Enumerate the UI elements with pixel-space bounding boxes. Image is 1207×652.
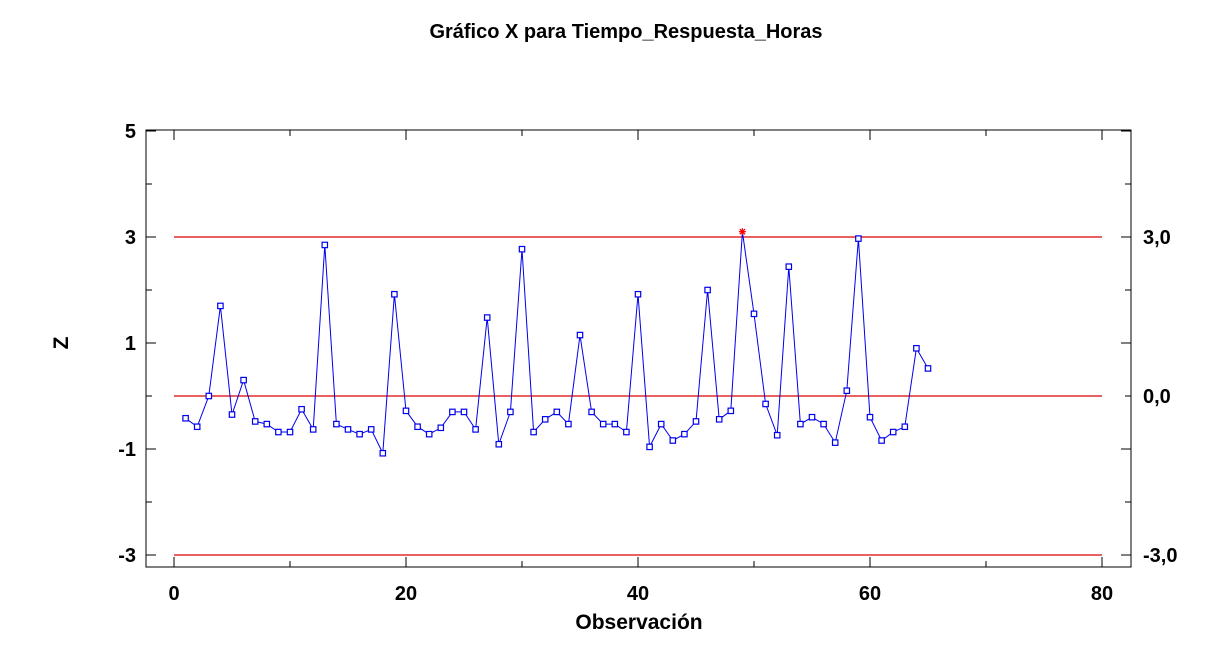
data-point [518,245,526,253]
star-stroke [739,228,746,235]
data-point [901,423,909,431]
data-point [286,428,294,436]
data-point [866,413,874,421]
data-point [797,420,804,428]
x-tick-label: 0 [168,583,179,605]
data-point [193,423,201,431]
data-point [460,408,468,416]
data-point [356,430,363,438]
data-point [437,424,445,432]
limit-label: 0,0 [1143,386,1171,408]
data-point [889,428,897,436]
data-point [669,437,677,444]
x-tick-label: 20 [395,583,417,605]
data-point [344,426,352,433]
series-line [185,231,929,456]
y-tick-label: 3 [125,227,136,249]
data-point [808,413,816,421]
data-point [251,418,259,425]
data-point [472,426,479,433]
data-point [321,241,329,249]
data-point [750,310,758,318]
data-point [333,420,340,428]
plot-frame [145,129,1132,568]
x-tick-label: 80 [1091,583,1113,605]
series-z [182,228,932,457]
y-axis-ticks: 5 3 1 -1 -3 [118,121,1131,567]
data-point [530,428,537,436]
control-limit-labels: 3,0 0,0 -3,0 [1143,227,1177,567]
data-point [576,331,584,339]
data-point [541,416,549,423]
y-tick-label: -3 [118,545,136,567]
data-point [275,428,282,436]
data-point [588,408,595,416]
data-point [820,420,827,428]
data-point [240,376,247,384]
data-point [878,437,885,444]
data-point [309,426,317,433]
data-point [762,400,769,408]
y-tick-label: -1 [118,439,136,461]
data-point [402,407,410,415]
data-point [414,423,421,431]
y-tick-label: 1 [125,333,136,355]
data-point [704,286,711,294]
data-point [379,449,387,457]
data-point [715,416,723,423]
y-axis-title: Z [50,336,73,349]
data-point [263,420,271,428]
data-point [681,430,688,438]
data-point [495,440,503,448]
data-point [205,392,213,400]
data-point [913,345,920,352]
x-tick-label: 40 [627,583,649,605]
data-point [831,439,839,446]
out-of-control-point [738,228,746,236]
data-point [623,428,630,436]
data-point [507,408,514,416]
chart-title: Gráfico X para Tiempo_Respuesta_Horas [429,21,822,43]
data-point [367,426,375,433]
data-point [611,420,619,428]
data-point [182,414,189,422]
x-axis-title: Observación [575,611,702,634]
data-point [425,430,433,438]
data-point [217,302,224,310]
control-limits [174,236,1102,556]
data-point [449,408,456,416]
data-point [646,443,653,451]
data-point [298,405,305,413]
data-point [565,420,572,428]
data-point [785,263,793,270]
data-point [391,290,398,298]
data-point [924,365,932,372]
data-point [855,235,862,242]
data-point [483,314,491,321]
data-point [692,418,700,425]
data-point [553,408,561,416]
data-point [228,411,236,418]
x-axis-ticks: 0 20 40 60 80 [168,130,1113,605]
data-point [843,387,851,395]
limit-label: 3,0 [1143,227,1171,249]
y-tick-label: 5 [125,121,136,143]
data-point [599,420,607,428]
x-tick-label: 60 [859,583,881,605]
limit-label: -3,0 [1143,545,1177,567]
data-point [657,420,665,428]
data-point [634,290,642,298]
data-point [773,431,781,439]
data-point [727,407,735,415]
